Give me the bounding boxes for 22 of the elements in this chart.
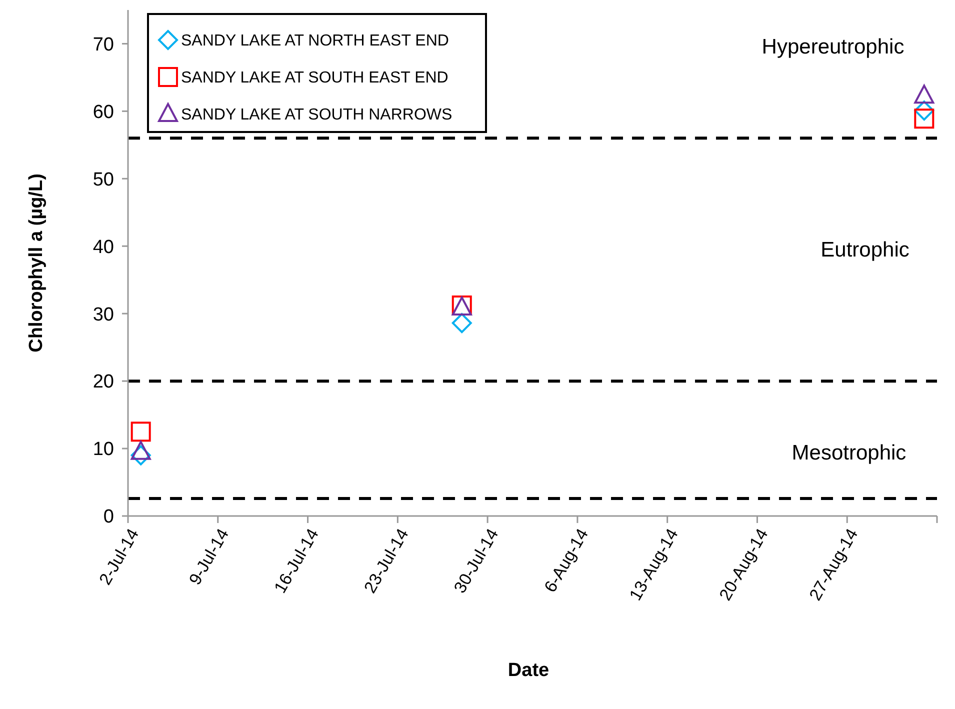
y-tick-label: 10 [92, 439, 114, 460]
point [914, 108, 934, 129]
x-axis-title: Date [508, 660, 550, 681]
y-tick-label: 50 [92, 169, 114, 190]
point [914, 100, 934, 121]
legend-label: SANDY LAKE AT NORTH EAST END [181, 32, 449, 50]
y-tick-label: 70 [92, 34, 114, 56]
y-tick-label: 0 [103, 506, 114, 528]
legend-label: SANDY LAKE AT SOUTH NARROWS [181, 106, 452, 124]
y-tick-label: 40 [92, 236, 114, 258]
annotation: Mesotrophic [792, 441, 906, 464]
point [452, 313, 472, 334]
y-tick-label: 20 [92, 372, 114, 393]
point [130, 422, 151, 442]
y-axis-title: Chlorophyll a (µg/L) [26, 174, 47, 352]
point [130, 445, 151, 466]
legend-label: SANDY LAKE AT SOUTH EAST END [181, 70, 448, 87]
y-tick-label: 30 [92, 304, 114, 326]
annotation: Eutrophic [820, 238, 910, 262]
annotation: Hypereutrophic [762, 35, 904, 58]
y-tick-label: 60 [92, 102, 114, 123]
point [914, 84, 934, 104]
